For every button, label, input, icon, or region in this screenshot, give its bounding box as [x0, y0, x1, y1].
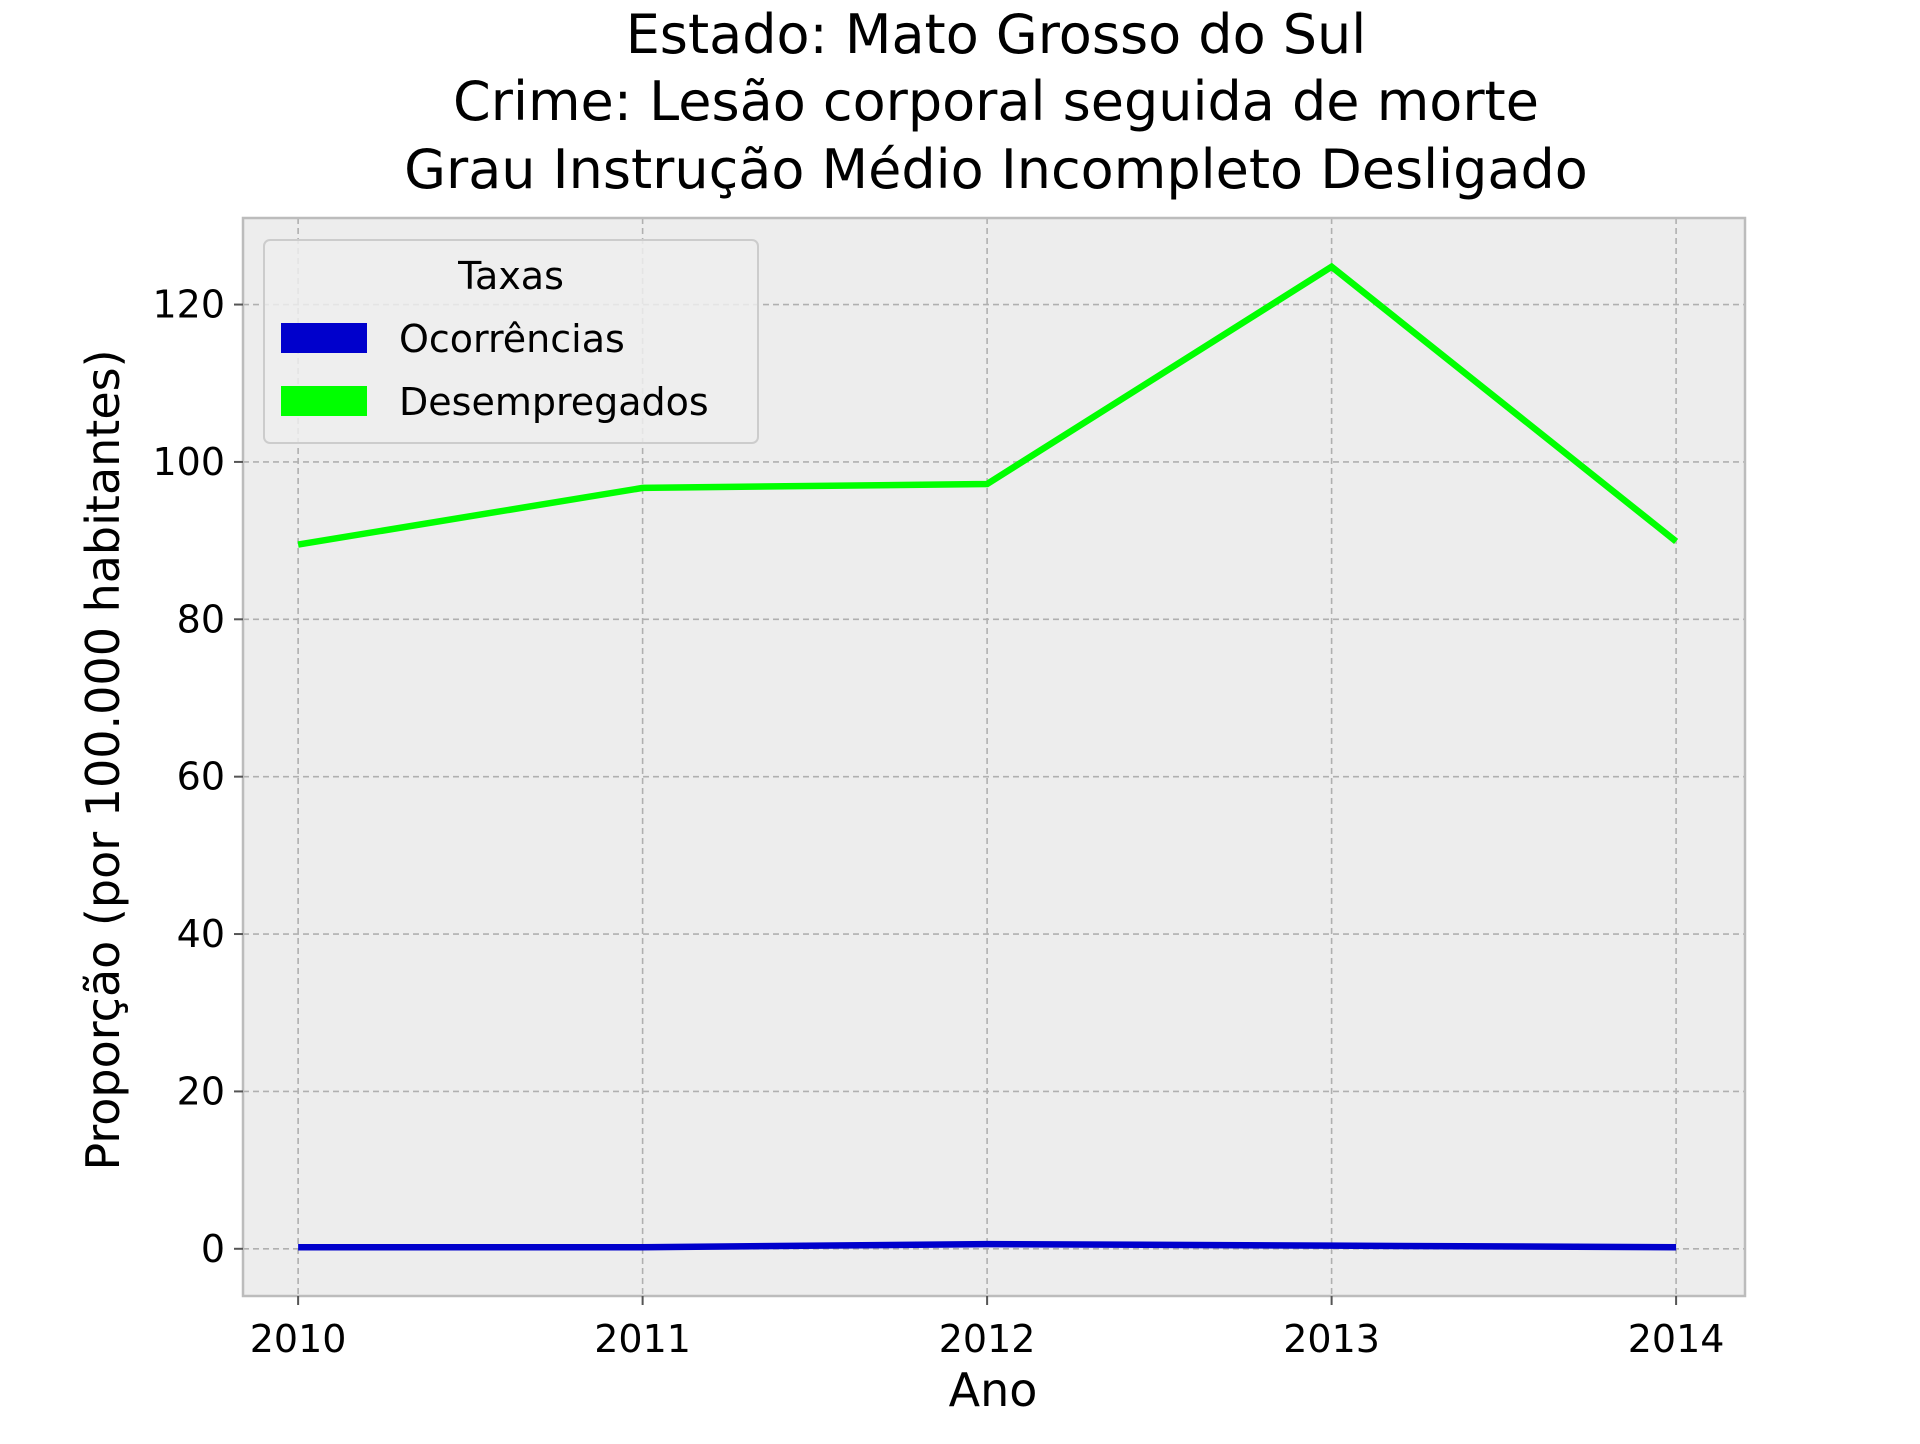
chart-title-line-3: Grau Instrução Médio Incompleto Desligad…: [404, 138, 1588, 201]
y-tick-label: 100: [152, 440, 225, 484]
y-tick-label: 20: [177, 1069, 225, 1113]
legend: Taxas Ocorrências Desempregados: [264, 240, 758, 443]
legend-title: Taxas: [457, 254, 564, 298]
x-tick-label: 2013: [1283, 1317, 1380, 1361]
legend-swatch-desempregados: [281, 386, 367, 416]
series-line-ocorrencias: [298, 1244, 1676, 1247]
x-tick-label: 2012: [939, 1317, 1036, 1361]
x-tick-label: 2014: [1628, 1317, 1725, 1361]
legend-label-ocorrencias: Ocorrências: [399, 317, 625, 361]
y-tick-label: 120: [152, 283, 225, 327]
x-tick-label: 2010: [250, 1317, 347, 1361]
x-tick-label: 2011: [594, 1317, 691, 1361]
y-tick-label: 0: [201, 1227, 225, 1271]
chart-title: Estado: Mato Grosso do Sul Crime: Lesão …: [404, 3, 1588, 201]
y-tick-label: 40: [177, 912, 225, 956]
y-tick-label: 60: [177, 755, 225, 799]
legend-swatch-ocorrencias: [281, 323, 367, 353]
x-axis-ticks: 2010 2011 2012 2013 2014: [250, 1296, 1725, 1361]
chart-title-line-2: Crime: Lesão corporal seguida de morte: [453, 70, 1539, 133]
y-axis-ticks: 0 20 40 60 80 100 120: [152, 283, 243, 1271]
y-tick-label: 80: [177, 597, 225, 641]
legend-label-desempregados: Desempregados: [399, 380, 709, 424]
chart-title-line-1: Estado: Mato Grosso do Sul: [626, 3, 1367, 66]
x-axis-label: Ano: [949, 1363, 1038, 1417]
y-axis-label: Proporção (por 100.000 habitantes): [76, 349, 130, 1170]
